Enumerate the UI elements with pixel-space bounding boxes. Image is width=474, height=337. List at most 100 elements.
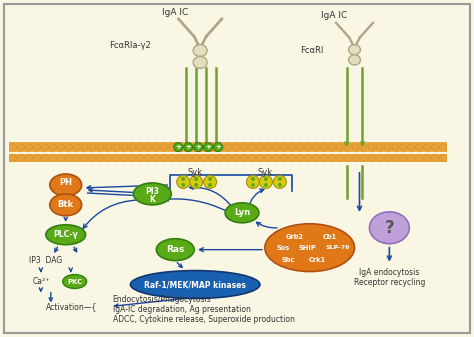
- Text: Crk1: Crk1: [309, 256, 326, 263]
- Circle shape: [240, 144, 247, 151]
- Ellipse shape: [193, 57, 207, 68]
- Ellipse shape: [190, 176, 203, 188]
- Circle shape: [392, 144, 399, 151]
- Ellipse shape: [208, 177, 212, 181]
- Circle shape: [328, 144, 335, 151]
- Circle shape: [225, 144, 231, 151]
- Text: Raf-1/MEK/MAP kinases: Raf-1/MEK/MAP kinases: [144, 280, 246, 289]
- Ellipse shape: [181, 183, 185, 187]
- Ellipse shape: [204, 143, 213, 152]
- Ellipse shape: [184, 143, 193, 152]
- Ellipse shape: [278, 183, 282, 187]
- Circle shape: [185, 144, 191, 151]
- Circle shape: [328, 155, 335, 161]
- Circle shape: [137, 155, 144, 161]
- Text: PI3: PI3: [146, 187, 159, 196]
- Circle shape: [73, 155, 80, 161]
- Circle shape: [217, 144, 224, 151]
- Circle shape: [9, 155, 17, 161]
- Text: FcαRI: FcαRI: [300, 46, 323, 55]
- Circle shape: [113, 155, 120, 161]
- Circle shape: [416, 155, 423, 161]
- Circle shape: [33, 155, 40, 161]
- Circle shape: [312, 144, 319, 151]
- Text: IgA-IC degradation, Ag presentation: IgA-IC degradation, Ag presentation: [112, 305, 250, 314]
- Circle shape: [344, 155, 351, 161]
- Text: SLP-76: SLP-76: [325, 245, 350, 250]
- Circle shape: [145, 155, 152, 161]
- Circle shape: [49, 155, 56, 161]
- Text: PH: PH: [59, 178, 72, 187]
- Circle shape: [288, 155, 295, 161]
- Circle shape: [81, 144, 88, 151]
- Circle shape: [193, 155, 200, 161]
- Circle shape: [248, 144, 255, 151]
- Ellipse shape: [204, 176, 217, 188]
- Circle shape: [177, 144, 184, 151]
- Circle shape: [256, 144, 264, 151]
- Circle shape: [400, 144, 407, 151]
- Text: Activation—{: Activation—{: [46, 302, 97, 311]
- Ellipse shape: [278, 177, 282, 181]
- Circle shape: [73, 144, 80, 151]
- Text: +: +: [185, 144, 191, 150]
- Circle shape: [408, 155, 415, 161]
- Text: Lyn: Lyn: [234, 208, 250, 217]
- Circle shape: [89, 155, 96, 161]
- Text: PLC-γ: PLC-γ: [54, 230, 78, 239]
- Circle shape: [233, 144, 239, 151]
- Circle shape: [18, 155, 24, 161]
- Circle shape: [161, 144, 168, 151]
- Text: ADCC, Cytokine release, Superoxide production: ADCC, Cytokine release, Superoxide produ…: [112, 315, 294, 324]
- Ellipse shape: [369, 212, 409, 244]
- Ellipse shape: [133, 183, 171, 205]
- Circle shape: [320, 155, 327, 161]
- Ellipse shape: [194, 183, 198, 187]
- Circle shape: [33, 144, 40, 151]
- Text: +: +: [175, 144, 181, 150]
- Circle shape: [296, 155, 303, 161]
- Ellipse shape: [246, 176, 259, 188]
- Circle shape: [288, 144, 295, 151]
- Text: Syk: Syk: [188, 168, 203, 178]
- Ellipse shape: [63, 275, 87, 288]
- Circle shape: [57, 155, 64, 161]
- Circle shape: [41, 144, 48, 151]
- Circle shape: [312, 155, 319, 161]
- Circle shape: [201, 144, 208, 151]
- Circle shape: [304, 155, 311, 161]
- Circle shape: [41, 155, 48, 161]
- Circle shape: [384, 144, 391, 151]
- Ellipse shape: [50, 194, 82, 216]
- Ellipse shape: [174, 143, 182, 152]
- Ellipse shape: [181, 177, 185, 181]
- Circle shape: [209, 144, 216, 151]
- Text: Endocytosis/Phagocytosis: Endocytosis/Phagocytosis: [112, 295, 211, 304]
- Circle shape: [248, 155, 255, 161]
- Text: IgA IC: IgA IC: [162, 8, 188, 17]
- Circle shape: [217, 155, 224, 161]
- Text: +: +: [195, 144, 201, 150]
- Text: PKC: PKC: [67, 279, 82, 284]
- Ellipse shape: [177, 176, 190, 188]
- Ellipse shape: [265, 224, 355, 272]
- Circle shape: [225, 155, 231, 161]
- Ellipse shape: [259, 176, 273, 188]
- Circle shape: [360, 144, 367, 151]
- Circle shape: [97, 144, 104, 151]
- Circle shape: [376, 155, 383, 161]
- Ellipse shape: [273, 176, 286, 188]
- Circle shape: [384, 155, 391, 161]
- Circle shape: [304, 144, 311, 151]
- Circle shape: [408, 144, 415, 151]
- Circle shape: [129, 144, 136, 151]
- Circle shape: [161, 155, 168, 161]
- Circle shape: [105, 144, 112, 151]
- Circle shape: [26, 155, 32, 161]
- Circle shape: [320, 144, 327, 151]
- Ellipse shape: [225, 203, 259, 223]
- Text: +: +: [215, 144, 221, 150]
- Circle shape: [65, 144, 72, 151]
- Circle shape: [264, 155, 271, 161]
- Ellipse shape: [251, 177, 255, 181]
